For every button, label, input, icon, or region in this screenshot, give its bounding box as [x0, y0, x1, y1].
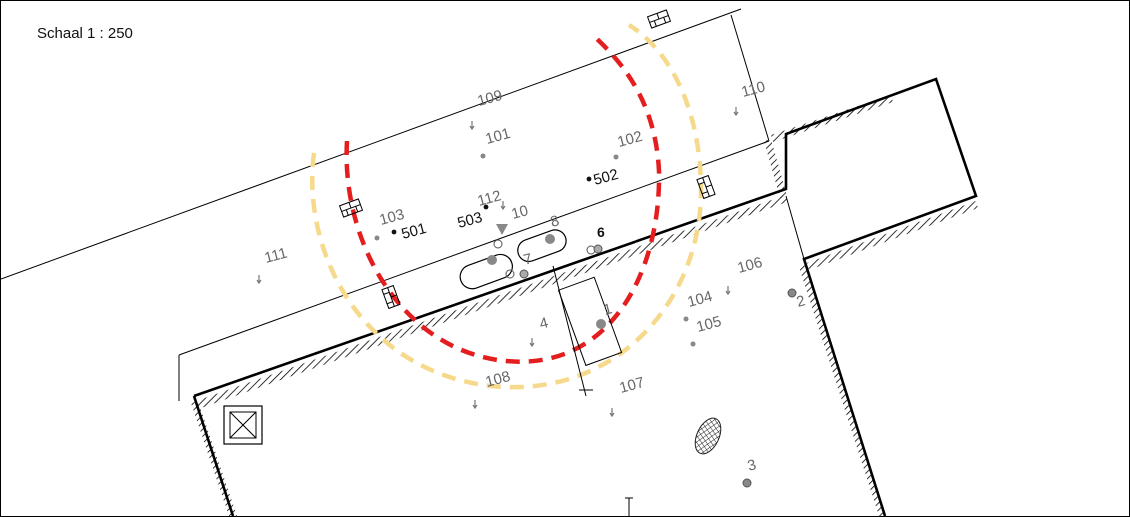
label-103: 103	[378, 206, 407, 229]
label-503: 503	[456, 209, 485, 232]
label-2: 2	[795, 292, 807, 311]
label-3: 3	[746, 456, 758, 475]
label-8: 8	[549, 212, 561, 231]
label-502: 502	[592, 166, 621, 189]
point-labels: 109 101 102 110 103 111 112 104 105 106 …	[263, 78, 807, 475]
label-112: 112	[476, 187, 504, 210]
road-strip	[1, 8, 770, 401]
building-outline	[191, 77, 978, 516]
label-101: 101	[484, 125, 513, 148]
arrow-down-icon	[256, 107, 739, 418]
tank-left	[459, 253, 513, 290]
arrow-down-icon	[496, 224, 508, 235]
label-109: 109	[476, 87, 505, 110]
label-6: 6	[597, 224, 605, 240]
label-1: 1	[602, 300, 614, 319]
label-107: 107	[618, 374, 647, 397]
label-105: 105	[695, 313, 724, 336]
label-501: 501	[400, 220, 429, 243]
label-108: 108	[484, 368, 513, 391]
label-7: 7	[522, 250, 534, 269]
label-110: 110	[740, 78, 768, 101]
label-102: 102	[616, 128, 645, 151]
scale-label: Schaal 1 : 250	[37, 25, 133, 42]
inspection-pit	[557, 276, 623, 367]
crosshatch-ellipse-icon	[694, 417, 722, 455]
label-10: 10	[510, 202, 531, 223]
survey-mark	[625, 497, 633, 516]
yellow-contour	[310, 23, 704, 390]
label-4: 4	[538, 314, 550, 333]
brick-wall-icon	[338, 9, 716, 310]
label-111: 111	[263, 245, 289, 267]
point-markers	[374, 153, 797, 488]
tank-right	[517, 229, 567, 263]
label-106: 106	[736, 254, 765, 277]
label-104: 104	[686, 288, 715, 311]
crossed-box-icon	[223, 405, 263, 445]
